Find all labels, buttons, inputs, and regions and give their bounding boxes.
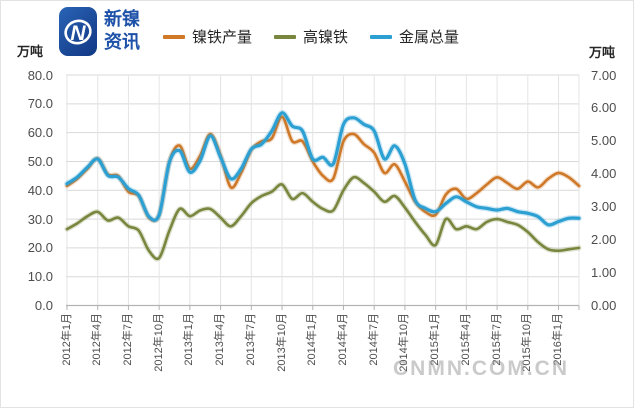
series-high-nickel-iron-halo bbox=[64, 174, 582, 262]
legend-line-swatch-orange bbox=[163, 34, 185, 39]
legend-item-nickel-iron-output: 镍铁产量 bbox=[163, 26, 252, 47]
y-axis-right-tick-label: 7.00 bbox=[591, 67, 617, 83]
y-axis-left-tick-label: 10.0 bbox=[27, 269, 53, 285]
y-axis-right-tick-label: 5.00 bbox=[591, 133, 617, 149]
y-axis-left-tick-label: 50.0 bbox=[27, 153, 53, 169]
legend-item-high-nickel-iron: 高镍铁 bbox=[274, 26, 348, 47]
y-axis-left-unit: 万吨 bbox=[17, 44, 44, 59]
y-axis-right-tick-label: 0.00 bbox=[591, 298, 617, 313]
series-high-nickel-iron-line bbox=[65, 175, 581, 261]
legend-item-total-metal: 金属总量 bbox=[370, 26, 459, 47]
brand-logo: N 新镍 资讯 bbox=[59, 7, 140, 56]
legend-line-swatch-olive bbox=[274, 34, 297, 39]
legend-line-swatch-blue bbox=[370, 34, 393, 39]
y-axis-left-tick-label: 60.0 bbox=[27, 125, 53, 141]
x-axis-tick-label: 2012年7月 bbox=[121, 313, 134, 366]
chart-legend: 镍铁产量 高镍铁 金属总量 bbox=[163, 26, 481, 47]
y-axis-right-unit: 万吨 bbox=[589, 45, 616, 60]
brand-title-line2: 资讯 bbox=[104, 32, 140, 52]
y-axis-left-tick-label: 70.0 bbox=[27, 96, 53, 112]
y-axis-left-tick-label: 80.0 bbox=[27, 67, 53, 83]
y-axis-right-tick-label: 3.00 bbox=[591, 199, 617, 215]
brand-logo-text: 新镍 资讯 bbox=[104, 8, 140, 54]
y-axis-right-tick-label: 2.00 bbox=[591, 232, 617, 248]
x-axis-tick-label: 2012年1月 bbox=[60, 313, 73, 366]
x-axis-tick-label: 2012年10月 bbox=[152, 313, 165, 372]
n-lightning-icon: N bbox=[64, 19, 92, 45]
y-axis-left-tick-label: 20.0 bbox=[27, 240, 53, 256]
x-axis-tick-label: 2012年4月 bbox=[91, 313, 104, 366]
y-axis-left-tick-label: 0.0 bbox=[34, 298, 53, 313]
y-axis-left-tick-label: 40.0 bbox=[27, 182, 53, 198]
y-axis-right-tick-label: 4.00 bbox=[591, 166, 617, 182]
x-axis-tick-label: 2013年4月 bbox=[214, 313, 227, 366]
x-axis-tick-label: 2014年7月 bbox=[367, 313, 380, 366]
x-axis-tick-label: 2013年7月 bbox=[244, 313, 257, 366]
x-axis-tick-label: 2014年4月 bbox=[336, 313, 349, 366]
series-total-metal-line bbox=[65, 111, 581, 227]
x-axis-tick-label: 2014年1月 bbox=[306, 313, 319, 366]
brand-title-line1: 新镍 bbox=[104, 9, 140, 29]
y-axis-right-tick-label: 6.00 bbox=[591, 100, 617, 116]
x-axis-tick-label: 2013年10月 bbox=[275, 313, 288, 372]
y-axis-left-tick-label: 30.0 bbox=[27, 211, 53, 227]
x-axis-tick-label: 2013年1月 bbox=[183, 313, 196, 366]
brand-logo-badge: N bbox=[59, 7, 97, 56]
y-axis-right-tick-label: 1.00 bbox=[591, 265, 617, 281]
legend-label: 镍铁产量 bbox=[192, 29, 253, 46]
legend-label: 金属总量 bbox=[399, 29, 460, 46]
svg-text:N: N bbox=[70, 22, 86, 45]
watermark: CNMN.COM.CN bbox=[393, 357, 569, 380]
legend-label: 高镍铁 bbox=[303, 29, 349, 46]
